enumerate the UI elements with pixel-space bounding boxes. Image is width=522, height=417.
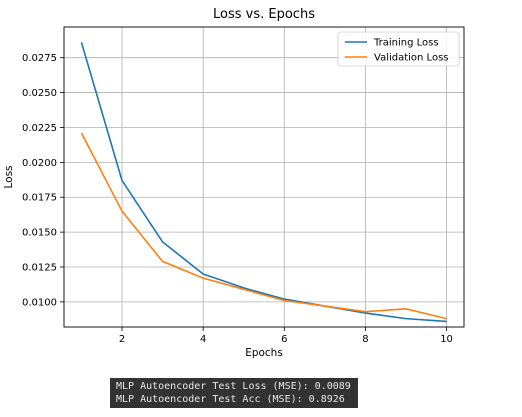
y-tick-label: 0.0275 <box>22 53 57 64</box>
x-tick-label: 2 <box>119 334 125 345</box>
y-axis-label: Loss <box>3 165 15 188</box>
series-line-validation-loss <box>80 132 447 320</box>
y-tick-label: 0.0225 <box>22 123 57 134</box>
console-line-test-acc: MLP Autoencoder Test Acc (MSE): 0.8926 <box>116 394 345 405</box>
x-axis-label: Epochs <box>245 347 283 359</box>
chart-title: Loss vs. Epochs <box>213 7 315 22</box>
y-tick-label: 0.0250 <box>22 88 57 99</box>
loss-chart: 2 4 6 8 10 0.0100 0.0125 0.0150 0.0175 0.0200 0.02… <box>3 7 465 359</box>
legend-label: Training Loss <box>373 38 439 49</box>
console-output: MLP Autoencoder Test Loss (MSE): 0.0089 … <box>110 378 358 408</box>
chart-figure: 2 4 6 8 10 0.0100 0.0125 0.0150 0.0175 0.0200 0.02… <box>3 7 465 359</box>
console-line-test-loss: MLP Autoencoder Test Loss (MSE): 0.0089 <box>116 381 351 392</box>
legend-label: Validation Loss <box>374 53 449 64</box>
y-tick-label: 0.0125 <box>22 263 57 274</box>
legend-box <box>337 31 460 67</box>
x-tick-label: 10 <box>440 334 453 345</box>
plot-frame <box>63 26 465 328</box>
x-tick-label: 6 <box>281 334 287 345</box>
series-line-training-loss <box>80 42 447 323</box>
y-tick-label: 0.0175 <box>22 193 57 204</box>
y-tick-label: 0.0150 <box>22 228 57 239</box>
x-tick-label: 8 <box>362 334 368 345</box>
x-tick-label: 4 <box>200 334 206 345</box>
y-tick-label: 0.0100 <box>22 297 57 308</box>
y-tick-label: 0.0200 <box>22 158 57 169</box>
